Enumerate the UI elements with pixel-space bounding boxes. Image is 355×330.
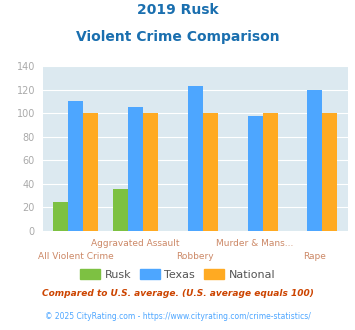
Bar: [143, 113, 158, 231]
Bar: [68, 101, 83, 231]
Text: © 2025 CityRating.com - https://www.cityrating.com/crime-statistics/: © 2025 CityRating.com - https://www.city…: [45, 312, 310, 321]
Text: Murder & Mans...: Murder & Mans...: [217, 239, 294, 248]
Text: Violent Crime Comparison: Violent Crime Comparison: [76, 30, 279, 44]
Text: Aggravated Assault: Aggravated Assault: [91, 239, 180, 248]
Bar: [113, 188, 128, 231]
Bar: [263, 113, 278, 231]
Bar: [83, 113, 98, 231]
Text: All Violent Crime: All Violent Crime: [38, 252, 113, 261]
Text: 2019 Rusk: 2019 Rusk: [137, 3, 218, 17]
Bar: [128, 107, 143, 231]
Text: Robbery: Robbery: [176, 252, 214, 261]
Text: Rape: Rape: [304, 252, 326, 261]
Text: Compared to U.S. average. (U.S. average equals 100): Compared to U.S. average. (U.S. average …: [42, 289, 313, 298]
Bar: [307, 89, 322, 231]
Bar: [203, 113, 218, 231]
Bar: [188, 86, 203, 231]
Bar: [248, 115, 263, 231]
Legend: Rusk, Texas, National: Rusk, Texas, National: [76, 265, 279, 284]
Bar: [53, 202, 68, 231]
Bar: [322, 113, 337, 231]
